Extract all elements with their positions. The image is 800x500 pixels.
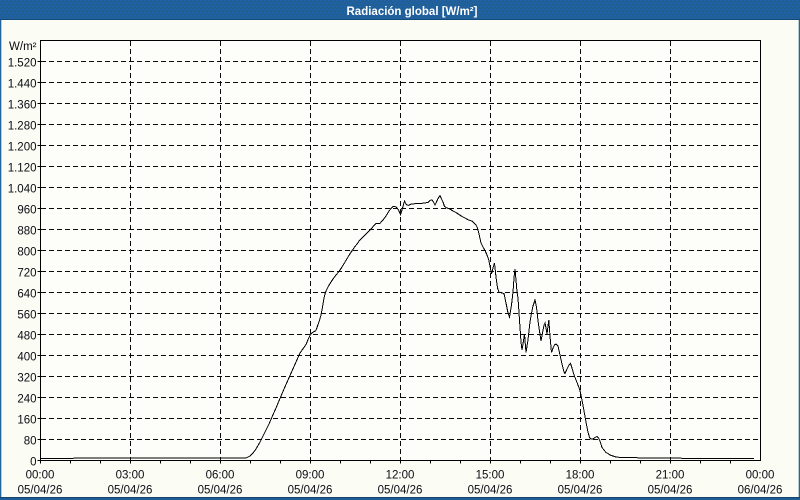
- svg-text:1.040: 1.040: [8, 184, 37, 196]
- svg-text:06:00: 06:00: [206, 470, 235, 482]
- svg-text:1.120: 1.120: [8, 163, 37, 175]
- svg-text:15:00: 15:00: [476, 470, 505, 482]
- svg-text:1.520: 1.520: [8, 58, 37, 70]
- svg-text:00:00: 00:00: [26, 470, 55, 482]
- svg-text:W/m²: W/m²: [9, 41, 37, 53]
- svg-text:1.440: 1.440: [8, 79, 37, 91]
- svg-text:18:00: 18:00: [566, 470, 595, 482]
- svg-text:21:00: 21:00: [656, 470, 685, 482]
- svg-text:06/04/26: 06/04/26: [738, 485, 783, 497]
- svg-text:Radiación global [W/m²]: Radiación global [W/m²]: [347, 6, 478, 18]
- svg-text:400: 400: [17, 352, 36, 364]
- svg-text:800: 800: [17, 247, 36, 259]
- svg-text:09:00: 09:00: [296, 470, 325, 482]
- svg-text:05/04/26: 05/04/26: [378, 485, 423, 497]
- svg-text:12:00: 12:00: [386, 470, 415, 482]
- svg-text:880: 880: [17, 226, 36, 238]
- svg-text:560: 560: [17, 310, 36, 322]
- svg-text:05/04/26: 05/04/26: [288, 485, 333, 497]
- svg-text:320: 320: [17, 373, 36, 385]
- svg-text:05/04/26: 05/04/26: [108, 485, 153, 497]
- svg-text:05/04/26: 05/04/26: [468, 485, 513, 497]
- svg-text:960: 960: [17, 205, 36, 217]
- svg-text:00:00: 00:00: [746, 470, 775, 482]
- svg-text:480: 480: [17, 331, 36, 343]
- svg-text:1.360: 1.360: [8, 100, 37, 112]
- svg-text:05/04/26: 05/04/26: [198, 485, 243, 497]
- svg-text:05/04/26: 05/04/26: [648, 485, 693, 497]
- svg-text:640: 640: [17, 289, 36, 301]
- svg-text:1.200: 1.200: [8, 142, 37, 154]
- svg-text:240: 240: [17, 394, 36, 406]
- svg-text:0: 0: [30, 457, 36, 469]
- svg-text:160: 160: [17, 415, 36, 427]
- svg-text:03:00: 03:00: [116, 470, 145, 482]
- svg-text:720: 720: [17, 268, 36, 280]
- svg-text:05/04/26: 05/04/26: [18, 485, 63, 497]
- svg-text:1.280: 1.280: [8, 121, 37, 133]
- svg-text:05/04/26: 05/04/26: [558, 485, 603, 497]
- svg-text:80: 80: [24, 436, 37, 448]
